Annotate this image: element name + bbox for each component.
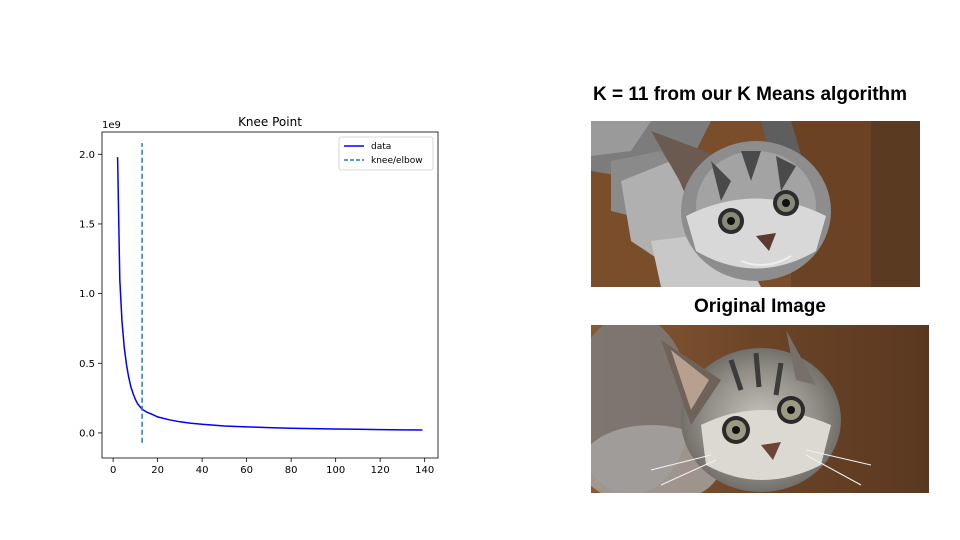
y-axis-ticks: 0.0 0.5 1.0 1.5 2.0 (79, 150, 102, 439)
legend-knee-label: knee/elbow (371, 156, 423, 166)
series-layer (116, 143, 423, 443)
x-tick-label: 120 (371, 465, 390, 476)
legend-data-label: data (371, 142, 391, 152)
legend: data knee/elbow (338, 136, 434, 171)
data-series-line (116, 157, 423, 431)
x-tick-label: 140 (415, 465, 434, 476)
y-tick-label: 2.0 (79, 150, 95, 161)
y-tick-label: 0.0 (79, 428, 95, 439)
y-tick-label: 1.5 (79, 219, 95, 230)
x-axis-ticks: 0 20 40 60 80 100 120 140 (110, 458, 434, 476)
chart-title: Knee Point (238, 115, 302, 129)
y-tick-label: 0.5 (79, 359, 95, 370)
x-tick-label: 0 (110, 465, 116, 476)
y-tick-label: 1.0 (79, 289, 95, 300)
plot-frame (101, 131, 439, 459)
elbow-chart-svg: Knee Point 1e9 0 20 40 60 80 100 120 140 0.0 0.5… (79, 115, 439, 476)
y-offset-label: 1e9 (102, 120, 121, 131)
original-panel-title: Original Image (694, 296, 826, 317)
x-tick-label: 80 (285, 465, 298, 476)
x-tick-label: 20 (151, 465, 164, 476)
kmeans-panel-title: K = 11 from our K Means algorithm (592, 84, 908, 105)
x-tick-label: 60 (240, 465, 253, 476)
x-tick-label: 40 (196, 465, 209, 476)
kmeans-cat-image (591, 121, 920, 287)
elbow-chart: Knee Point 1e9 0 20 40 60 80 100 120 140 0.0 0.5… (79, 115, 439, 476)
original-cat-image (591, 325, 929, 493)
x-tick-label: 100 (326, 465, 345, 476)
